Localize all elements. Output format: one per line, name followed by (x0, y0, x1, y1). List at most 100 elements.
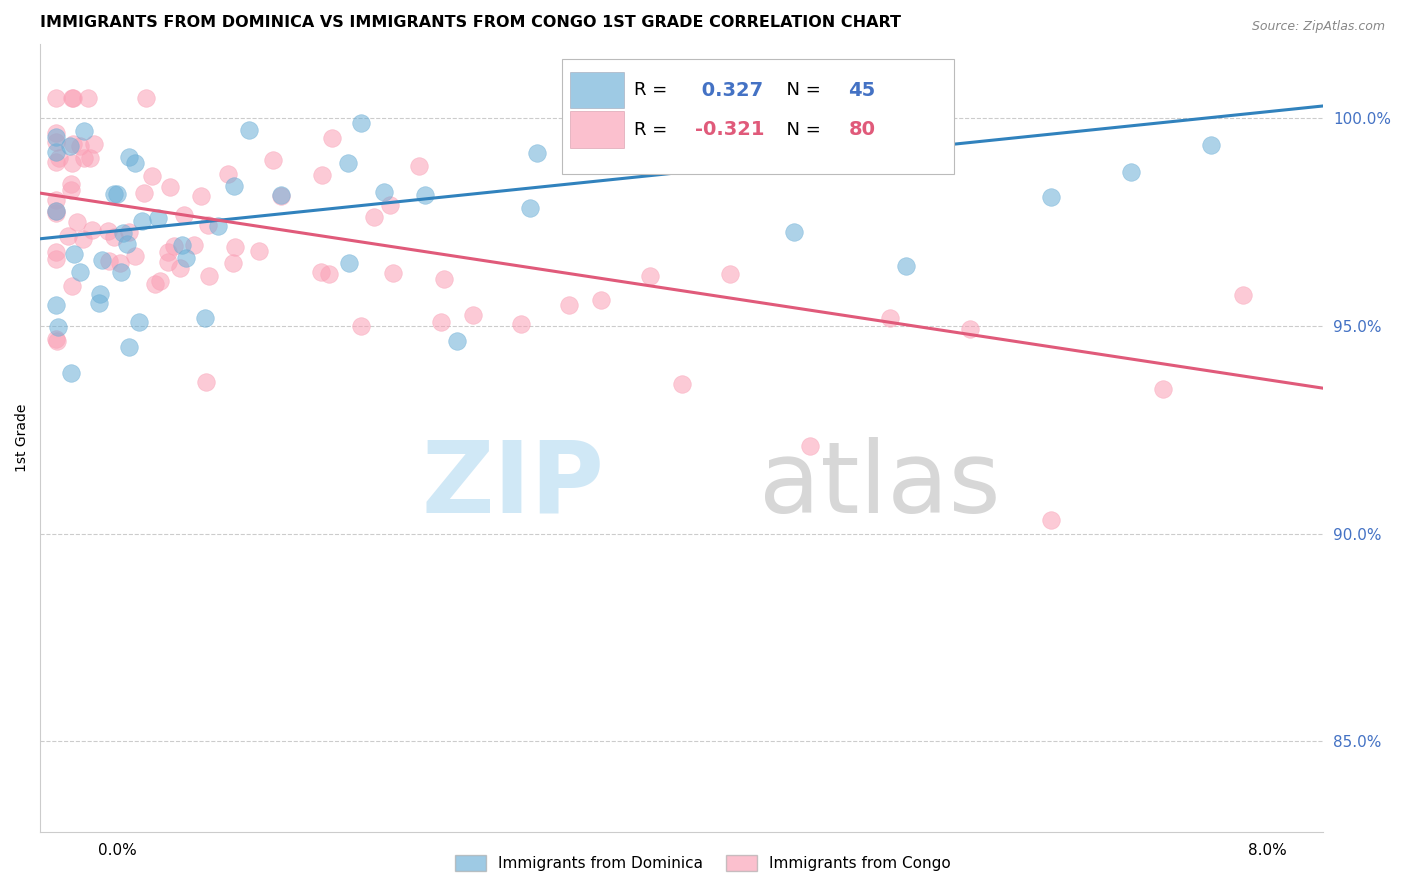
Point (1039, 513, 1062, 527)
Point (60, 156, 83, 170)
Point (350, 116, 373, 130)
Point (135, 90, 157, 104)
Text: 45: 45 (848, 80, 876, 100)
Point (238, 123, 260, 137)
Point (247, 244, 270, 259)
Point (115, 236, 138, 251)
Point (134, 186, 156, 201)
Text: IMMIGRANTS FROM DOMINICA VS IMMIGRANTS FROM CONGO 1ST GRADE CORRELATION CHART: IMMIGRANTS FROM DOMINICA VS IMMIGRANTS F… (41, 15, 901, 30)
Point (90, 252, 112, 267)
Point (72, 232, 94, 246)
Point (45, 332, 67, 346)
Point (558, 297, 581, 311)
Point (45, 204, 67, 219)
Point (48, 319, 70, 334)
Text: ZIP: ZIP (422, 437, 605, 533)
Point (408, 159, 430, 173)
Text: 0.0%: 0.0% (98, 843, 138, 858)
Point (82, 223, 104, 237)
Point (190, 188, 212, 202)
Point (217, 167, 239, 181)
Point (59, 183, 82, 197)
FancyBboxPatch shape (569, 112, 624, 148)
Point (1119, 165, 1142, 179)
Legend: Immigrants from Dominica, Immigrants from Congo: Immigrants from Dominica, Immigrants fro… (450, 849, 956, 877)
Point (430, 315, 453, 329)
Point (197, 218, 219, 232)
Point (519, 201, 541, 215)
Point (60, 90, 83, 104)
Point (77, 90, 100, 104)
Point (526, 146, 548, 161)
Point (207, 219, 229, 233)
Y-axis label: 1st Grade: 1st Grade (15, 404, 30, 472)
Point (45, 252, 67, 267)
Point (382, 266, 405, 280)
Point (45, 145, 67, 160)
Text: Source: ZipAtlas.com: Source: ZipAtlas.com (1251, 20, 1385, 33)
Point (146, 211, 169, 225)
Text: R =: R = (634, 120, 673, 138)
Point (69, 139, 91, 153)
Point (270, 187, 292, 202)
Point (108, 256, 131, 270)
Point (105, 186, 128, 201)
Point (718, 267, 741, 281)
Point (112, 226, 135, 240)
Point (413, 188, 436, 202)
Point (45, 298, 67, 312)
Point (128, 315, 150, 329)
Point (270, 189, 292, 203)
Point (118, 150, 141, 164)
Point (221, 256, 243, 270)
Text: N =: N = (775, 120, 827, 138)
Point (896, 259, 918, 273)
Point (195, 375, 218, 389)
Point (183, 237, 205, 252)
Point (638, 132, 661, 146)
Point (59, 177, 82, 191)
Point (433, 271, 456, 285)
Point (373, 185, 395, 199)
Point (1152, 382, 1174, 396)
Point (45, 206, 67, 220)
Point (1232, 287, 1254, 301)
Point (173, 208, 195, 222)
Point (45, 130, 67, 145)
Point (1199, 138, 1222, 153)
Point (194, 311, 217, 326)
Point (45, 204, 67, 219)
Point (65, 215, 87, 229)
Point (118, 340, 141, 354)
Point (45, 127, 67, 141)
Point (337, 256, 360, 270)
Point (83, 136, 105, 151)
Point (363, 210, 385, 224)
Point (73, 151, 96, 165)
Point (959, 321, 981, 335)
Point (510, 317, 533, 331)
Point (159, 179, 181, 194)
Point (162, 238, 184, 252)
Text: 0.327: 0.327 (695, 80, 762, 100)
Point (103, 186, 125, 201)
Point (799, 439, 821, 453)
Point (224, 179, 246, 194)
Point (62, 136, 84, 151)
Point (336, 156, 359, 170)
Point (143, 277, 166, 291)
Point (309, 265, 332, 279)
Point (638, 269, 661, 284)
Point (311, 168, 333, 182)
Point (463, 308, 485, 322)
Point (783, 225, 806, 239)
Point (45, 135, 67, 149)
Point (169, 261, 191, 276)
Point (45, 334, 67, 348)
FancyBboxPatch shape (569, 72, 624, 108)
Text: N =: N = (775, 81, 827, 99)
Point (224, 239, 246, 253)
Point (170, 238, 193, 252)
Point (156, 245, 179, 260)
Point (262, 153, 284, 167)
